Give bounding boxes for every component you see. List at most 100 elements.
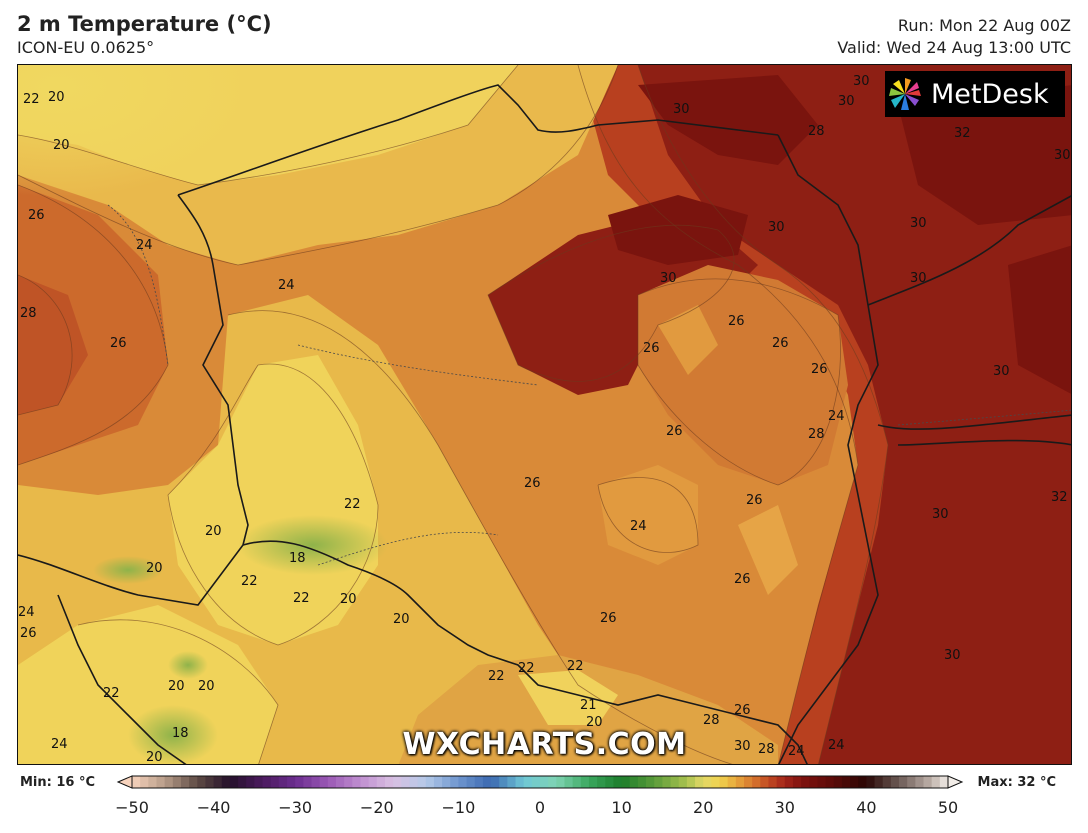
country-borders <box>18 84 1071 764</box>
colorbar-cell <box>686 776 696 788</box>
colorbar-tick-label: −40 <box>196 798 231 817</box>
colorbar-cell <box>319 776 329 788</box>
colorbar-cell <box>164 776 174 788</box>
colorbar <box>116 775 964 789</box>
contour-label: 30 <box>660 271 677 286</box>
colorbar-cell <box>580 776 590 788</box>
metdesk-logo-text: MetDesk <box>931 78 1049 110</box>
contour-label: 20 <box>586 715 603 730</box>
very-hot-patch <box>1008 245 1071 394</box>
colorbar-cell <box>858 776 867 788</box>
very-hot-patch <box>608 195 748 265</box>
north-cool-glow <box>18 65 418 285</box>
colorbar-cell <box>221 776 231 788</box>
colorbar-cell <box>654 776 663 788</box>
colorbar-cell <box>393 776 402 788</box>
contour-label: 28 <box>20 306 37 321</box>
colorbar-cell <box>229 776 239 788</box>
colorbar-cell <box>548 776 557 788</box>
colorbar-cell <box>287 776 296 788</box>
colorbar-cell <box>768 776 778 788</box>
colorbar-cell <box>931 776 941 788</box>
contour-label: 20 <box>340 592 357 607</box>
colorbar-cell <box>180 776 190 788</box>
colorbar-cell <box>866 776 876 788</box>
contour-label: 20 <box>53 138 70 153</box>
colorbar-cell <box>613 776 623 788</box>
contour-label: 22 <box>293 591 310 606</box>
colorbar-cell <box>433 776 443 788</box>
colorbar-cell <box>760 776 769 788</box>
colorbar-cell <box>238 776 247 788</box>
colorbar-cell <box>246 776 255 788</box>
warm-west-core <box>18 275 88 415</box>
colorbar-cell <box>833 776 843 788</box>
run-time: Run: Mon 22 Aug 00Z <box>897 16 1071 35</box>
metdesk-logo: MetDesk <box>885 71 1065 117</box>
colorbar-cell <box>784 776 794 788</box>
colorbar-cell <box>295 776 304 788</box>
colorbar-cell <box>213 776 223 788</box>
contour-label: 30 <box>1054 148 1071 163</box>
contour-label: 26 <box>666 424 683 439</box>
colorbar-cell <box>939 776 949 788</box>
contour-label: 30 <box>932 507 949 522</box>
colorbar-cell <box>719 776 729 788</box>
colorbar-cell <box>662 776 672 788</box>
contour-label: 26 <box>772 336 789 351</box>
colorbar-cell <box>474 776 484 788</box>
contour-label: 18 <box>289 551 306 566</box>
contour-label: 30 <box>944 648 961 663</box>
contour-label: 20 <box>146 750 163 765</box>
colorbar-right-arrow <box>947 775 964 789</box>
metdesk-pinwheel-icon <box>889 78 921 110</box>
coldest-pocket <box>93 556 163 584</box>
colorbar-left-arrow <box>116 775 133 789</box>
colorbar-cell <box>254 776 264 788</box>
contour-label: 20 <box>205 524 222 539</box>
colorbar-cell <box>491 776 500 788</box>
model-name: ICON-EU 0.0625° <box>17 38 155 57</box>
colorbar-cell <box>540 776 549 788</box>
contour-label: 28 <box>808 427 825 442</box>
colorbar-cell <box>801 776 810 788</box>
colorbar-tick-label: 50 <box>937 798 959 817</box>
contour-label: 22 <box>518 661 535 676</box>
colorbar-cell <box>262 776 272 788</box>
contour-label: 20 <box>168 679 185 694</box>
colorbar-cell <box>899 776 908 788</box>
contour-label: 26 <box>20 626 37 641</box>
contour-label: 30 <box>910 216 927 231</box>
colorbar-cell <box>735 776 745 788</box>
contour-label: 20 <box>393 612 410 627</box>
contour-label: 26 <box>110 336 127 351</box>
temperature-map[interactable]: 22 20 20 26 24 28 26 24 30 30 28 32 30 3… <box>17 64 1072 765</box>
colorbar-tick-label: −30 <box>278 798 313 817</box>
colorbar-cell <box>409 776 419 788</box>
contour-label: 28 <box>703 713 720 728</box>
valid-time: Valid: Wed 24 Aug 13:00 UTC <box>837 38 1071 57</box>
contour-label: 26 <box>734 572 751 587</box>
colorbar-cell <box>425 776 435 788</box>
contour-label: 32 <box>1051 490 1068 505</box>
colorbar-cell <box>564 776 574 788</box>
contour-label: 22 <box>567 659 584 674</box>
color-scale-legend: Min: 16 °C Max: 32 °C −50 −40 −30 −20 −10 0 10… <box>0 768 1088 833</box>
colorbar-cell <box>172 776 182 788</box>
colorbar-cell <box>907 776 916 788</box>
colorbar-cell <box>621 776 631 788</box>
colorbar-tick-label: 20 <box>693 798 714 817</box>
colorbar-cell <box>360 776 370 788</box>
contour-label: 24 <box>828 409 845 424</box>
region-borders <box>107 204 1071 566</box>
contour-label: 26 <box>811 362 828 377</box>
contour-label: 20 <box>48 90 65 105</box>
contour-label: 24 <box>788 744 805 759</box>
colorbar-cell <box>189 776 198 788</box>
colorbar-tick-label: 10 <box>611 798 632 817</box>
min-temperature-label: Min: 16 °C <box>20 775 96 790</box>
colorbar-cell <box>915 776 925 788</box>
colorbar-cell <box>336 776 345 788</box>
colorbar-cell <box>303 776 313 788</box>
colorbar-cell <box>703 776 712 788</box>
